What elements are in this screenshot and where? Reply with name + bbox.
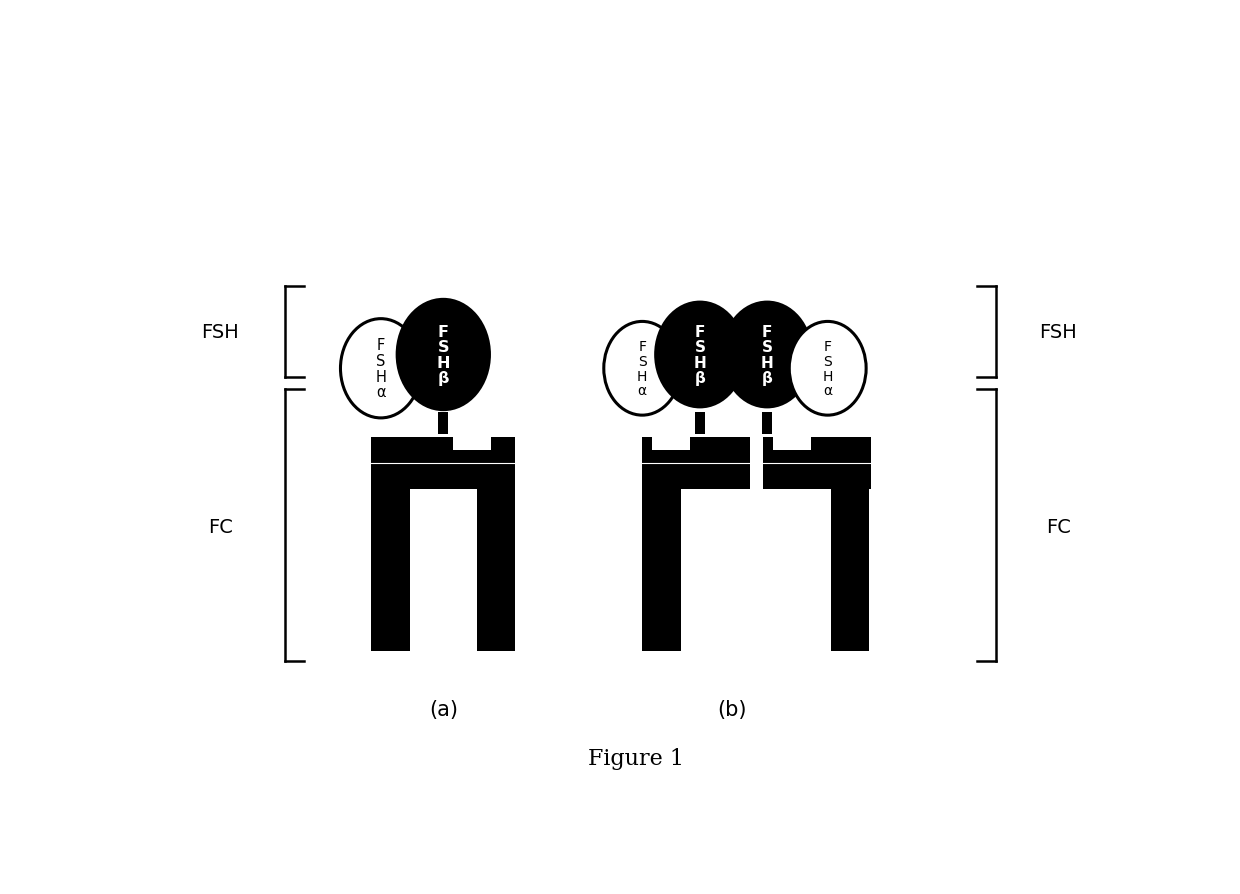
Text: FC: FC <box>208 518 233 536</box>
Text: (a): (a) <box>429 700 458 720</box>
Text: (b): (b) <box>717 700 746 720</box>
Text: FC: FC <box>1045 518 1071 536</box>
Bar <box>642 438 750 489</box>
Ellipse shape <box>341 319 422 418</box>
Ellipse shape <box>723 303 811 408</box>
Text: F
S
H
β: F S H β <box>436 325 450 386</box>
Text: F
S
H
β: F S H β <box>693 325 707 386</box>
Text: FSH: FSH <box>1039 323 1078 342</box>
Bar <box>696 412 704 434</box>
Text: F
S
H
β: F S H β <box>761 325 774 386</box>
Text: Figure 1: Figure 1 <box>588 746 683 769</box>
Text: F
S
H
α: F S H α <box>822 340 833 398</box>
Text: FSH: FSH <box>201 323 239 342</box>
Bar <box>763 412 773 434</box>
Ellipse shape <box>789 322 866 416</box>
Bar <box>773 438 811 450</box>
Bar <box>652 438 691 450</box>
Bar <box>439 412 448 434</box>
Ellipse shape <box>397 300 490 410</box>
Bar <box>371 486 409 651</box>
Ellipse shape <box>656 303 744 408</box>
Text: F
S
H
α: F S H α <box>637 340 647 398</box>
Bar <box>764 438 870 489</box>
Bar <box>642 486 681 651</box>
Ellipse shape <box>604 322 681 416</box>
Bar <box>477 486 516 651</box>
Bar <box>371 438 516 489</box>
Bar <box>453 438 491 450</box>
Bar <box>831 486 869 651</box>
Text: F
S
H
α: F S H α <box>376 338 387 400</box>
